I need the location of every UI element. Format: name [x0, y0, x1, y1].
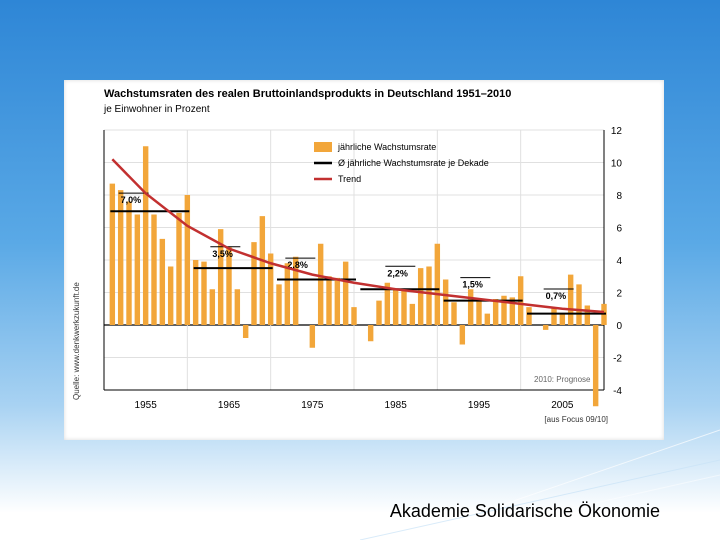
svg-text:Ø jährliche Wachstumsrate je D: Ø jährliche Wachstumsrate je Dekade — [338, 158, 489, 168]
svg-text:1975: 1975 — [301, 400, 324, 411]
svg-text:8: 8 — [616, 191, 622, 202]
source-left: Quelle: www.denkwerkzukunft.de — [72, 282, 81, 400]
svg-text:1965: 1965 — [218, 400, 241, 411]
svg-text:12: 12 — [611, 126, 623, 137]
svg-text:2,2%: 2,2% — [387, 268, 408, 278]
svg-text:1955: 1955 — [135, 400, 158, 411]
svg-text:3,5%: 3,5% — [212, 249, 233, 259]
svg-text:4: 4 — [616, 256, 622, 267]
svg-text:0,7%: 0,7% — [546, 291, 567, 301]
svg-text:jährliche Wachstumsrate: jährliche Wachstumsrate — [337, 142, 436, 152]
svg-text:0: 0 — [616, 321, 622, 332]
svg-text:6: 6 — [616, 224, 622, 235]
chart-card: Wachstumsraten des realen Bruttoinlandsp… — [64, 80, 664, 440]
svg-text:Trend: Trend — [338, 174, 361, 184]
svg-text:7,0%: 7,0% — [121, 195, 142, 205]
svg-text:-4: -4 — [613, 386, 622, 397]
svg-text:[aus Focus 09/10]: [aus Focus 09/10] — [544, 415, 608, 424]
svg-text:1,5%: 1,5% — [462, 280, 483, 290]
svg-text:10: 10 — [611, 159, 623, 170]
svg-text:1985: 1985 — [385, 400, 408, 411]
svg-text:2010: Prognose: 2010: Prognose — [534, 375, 591, 384]
svg-text:2005: 2005 — [551, 400, 574, 411]
footer-text: Akademie Solidarische Ökonomie — [390, 501, 660, 522]
growth-chart: -4 -2 0 2 4 6 8 10 12 1955 1965 1975 1985 1995 2005 7,0… — [64, 80, 664, 440]
svg-text:2: 2 — [616, 289, 622, 300]
svg-text:1995: 1995 — [468, 400, 491, 411]
svg-text:-2: -2 — [613, 354, 622, 365]
slide: Wachstumsraten des realen Bruttoinlandsp… — [0, 0, 720, 540]
